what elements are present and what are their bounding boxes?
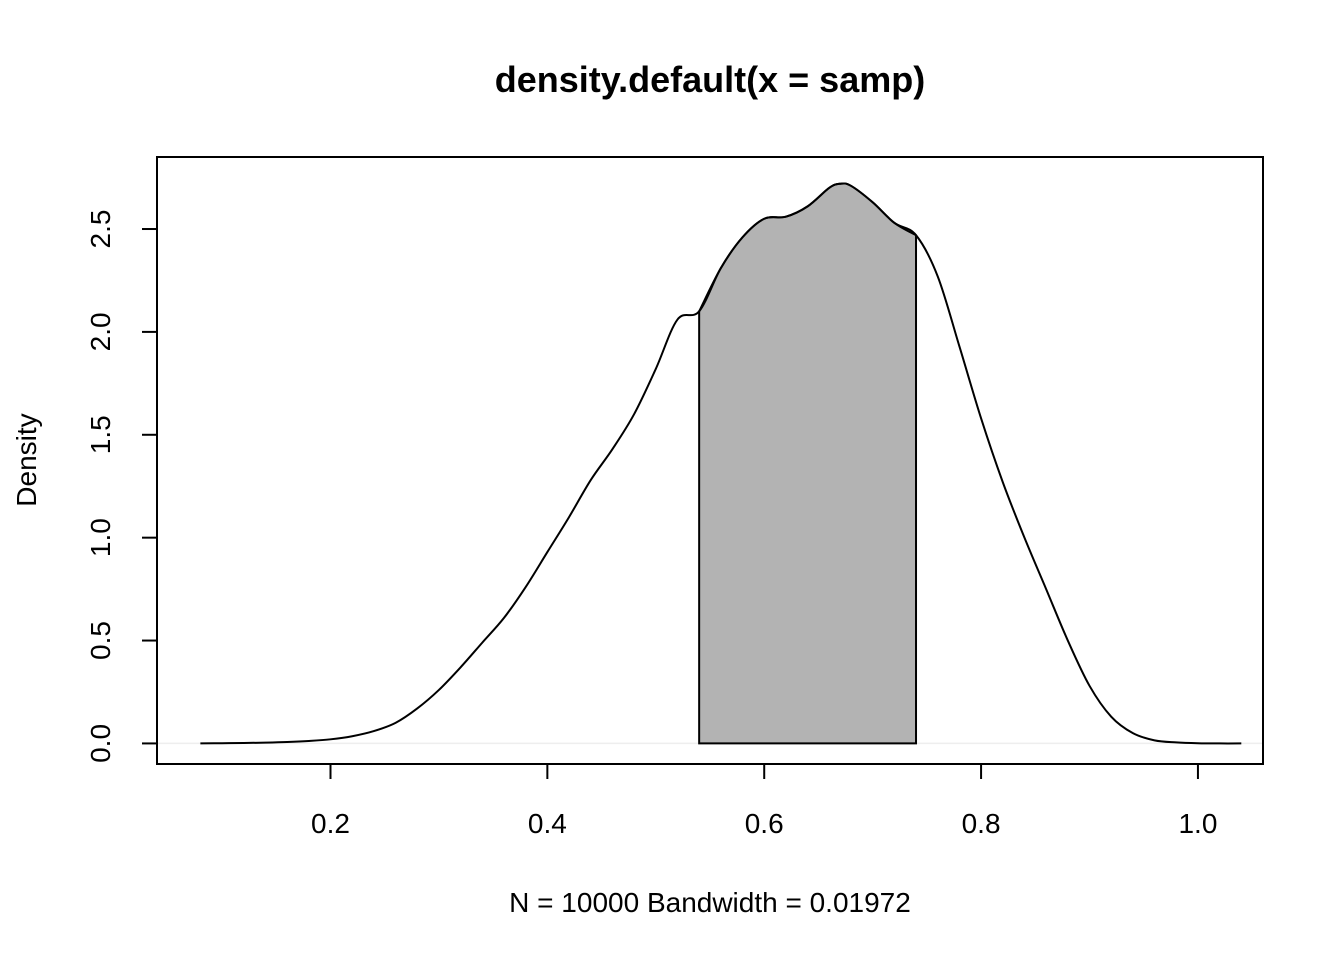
y-axis-label: Density xyxy=(11,413,42,506)
x-tick-label: 0.8 xyxy=(962,808,1001,839)
x-tick-label: 0.2 xyxy=(311,808,350,839)
chart-title: density.default(x = samp) xyxy=(495,59,925,100)
y-tick-label: 1.5 xyxy=(85,415,116,454)
x-tick-label: 0.6 xyxy=(745,808,784,839)
x-tick-label: 0.4 xyxy=(528,808,567,839)
density-curve xyxy=(200,182,1242,745)
x-axis-label: N = 10000 Bandwidth = 0.01972 xyxy=(509,887,911,918)
y-tick-label: 1.0 xyxy=(85,518,116,557)
y-tick-label: 0.5 xyxy=(85,621,116,660)
shaded-interval-area xyxy=(698,182,918,745)
y-tick-label: 2.5 xyxy=(85,210,116,249)
plot-area: 0.2 0.4 0.6 0.8 1.0 0.0 0.5 1.0 1.5 2.0 2.5 xyxy=(85,156,1264,839)
y-tick-label: 0.0 xyxy=(85,724,116,763)
y-tick-label: 2.0 xyxy=(85,312,116,351)
x-tick-label: 1.0 xyxy=(1178,808,1217,839)
